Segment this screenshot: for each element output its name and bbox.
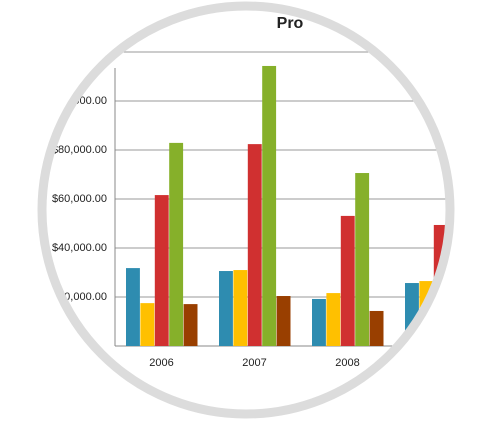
bar <box>233 270 248 346</box>
y-tick-label: $80,000.00 <box>52 144 107 156</box>
bar <box>326 293 341 346</box>
bar <box>219 271 233 346</box>
bar <box>355 173 370 346</box>
bar <box>169 142 184 346</box>
x-tick-label: 2009 <box>428 357 452 369</box>
bar <box>154 195 169 346</box>
bar <box>369 310 384 346</box>
bar <box>140 303 155 346</box>
bar <box>262 65 277 346</box>
bar <box>126 268 140 346</box>
bar <box>183 304 198 346</box>
x-tick-label: 2006 <box>149 357 173 369</box>
y-tick-label: $40,000.00 <box>52 242 107 254</box>
y-tick-label: $120,000.00 <box>46 46 107 58</box>
bar <box>340 215 355 346</box>
bar <box>312 298 326 346</box>
chart-title: Pro <box>277 15 304 32</box>
bar <box>247 144 262 346</box>
x-tick-label: 2008 <box>335 357 359 369</box>
bar <box>276 296 291 346</box>
lens-ring <box>37 1 455 419</box>
y-tick-label: $60,000.00 <box>52 193 107 205</box>
x-tick-label: 2007 <box>242 357 266 369</box>
plot-area: Pro $20,000.00$40,000.00$60,000.00$80,00… <box>46 15 452 369</box>
